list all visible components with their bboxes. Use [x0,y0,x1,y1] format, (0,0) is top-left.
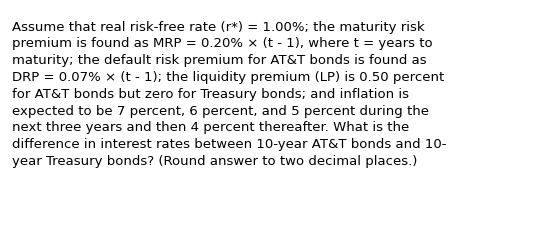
Text: Assume that real risk-free rate (r*) = 1.00%; the maturity risk
premium is found: Assume that real risk-free rate (r*) = 1… [12,21,447,167]
